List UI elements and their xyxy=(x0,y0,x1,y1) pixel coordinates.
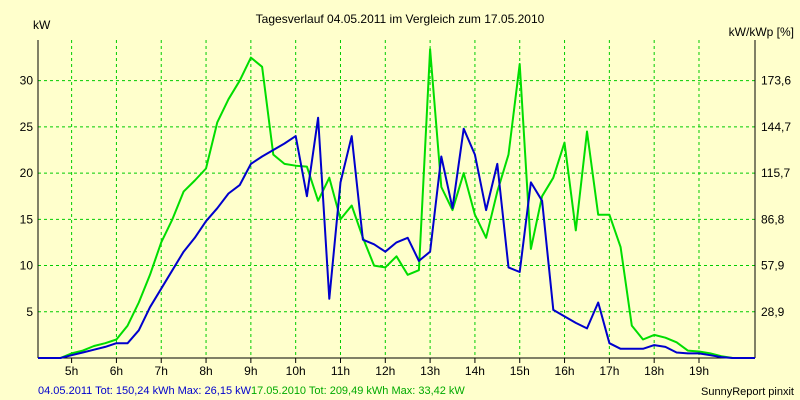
y2-tick-label: 144,7 xyxy=(761,120,791,134)
x-tick-label: 17h xyxy=(599,364,619,378)
y2-tick-label: 115,7 xyxy=(761,166,790,180)
y-tick-label: 30 xyxy=(20,74,34,88)
x-tick-label: 7h xyxy=(155,364,168,378)
x-tick-label: 19h xyxy=(689,364,709,378)
y2-axis-label: kW/kWp [%] xyxy=(729,25,794,39)
y-tick-label: 20 xyxy=(20,166,34,180)
y2-tick-label: 57,9 xyxy=(761,259,785,273)
x-tick-label: 12h xyxy=(375,364,395,378)
tick-labels: 5h 6h 7h 8h 9h 10h 11h 12h 13h 14h 15h 16h 17h 18h 19h… xyxy=(20,74,792,378)
series-lines xyxy=(38,48,755,359)
y2-tick-label: 28,9 xyxy=(761,305,785,319)
series-line-17-05-2010 xyxy=(38,48,755,359)
y-tick-label: 5 xyxy=(26,305,33,319)
x-tick-label: 8h xyxy=(199,364,212,378)
x-tick-label: 13h xyxy=(420,364,440,378)
chart-title: Tagesverlauf 04.05.2011 im Vergleich zum… xyxy=(256,12,545,26)
y-tick-label: 10 xyxy=(20,259,34,273)
x-tick-label: 16h xyxy=(555,364,575,378)
x-tick-label: 18h xyxy=(644,364,664,378)
x-tick-label: 10h xyxy=(286,364,306,378)
y2-tick-label: 173,6 xyxy=(761,74,791,88)
gridlines xyxy=(38,40,755,358)
y-tick-label: 25 xyxy=(20,120,34,134)
legend-series-b: 17.05.2010 Tot: 209,49 kWh Max: 33,42 kW xyxy=(251,385,465,397)
y2-tick-label: 86,8 xyxy=(761,212,785,226)
x-tick-label: 5h xyxy=(65,364,78,378)
axes xyxy=(37,40,756,359)
x-tick-label: 15h xyxy=(510,364,530,378)
x-tick-label: 11h xyxy=(331,364,350,378)
x-tick-label: 6h xyxy=(110,364,123,378)
credit-label: SunnyReport pinxit xyxy=(701,386,794,398)
legend-series-a: 04.05.2011 Tot: 150,24 kWh Max: 26,15 kW xyxy=(38,385,252,397)
x-tick-label: 9h xyxy=(244,364,257,378)
y-axis-label: kW xyxy=(33,18,51,32)
series-line-04-05-2011 xyxy=(38,116,755,359)
x-tick-label: 14h xyxy=(465,364,485,378)
footer-legend: 04.05.2011 Tot: 150,24 kWh Max: 26,15 kW… xyxy=(38,385,794,398)
y-tick-label: 15 xyxy=(20,212,34,226)
